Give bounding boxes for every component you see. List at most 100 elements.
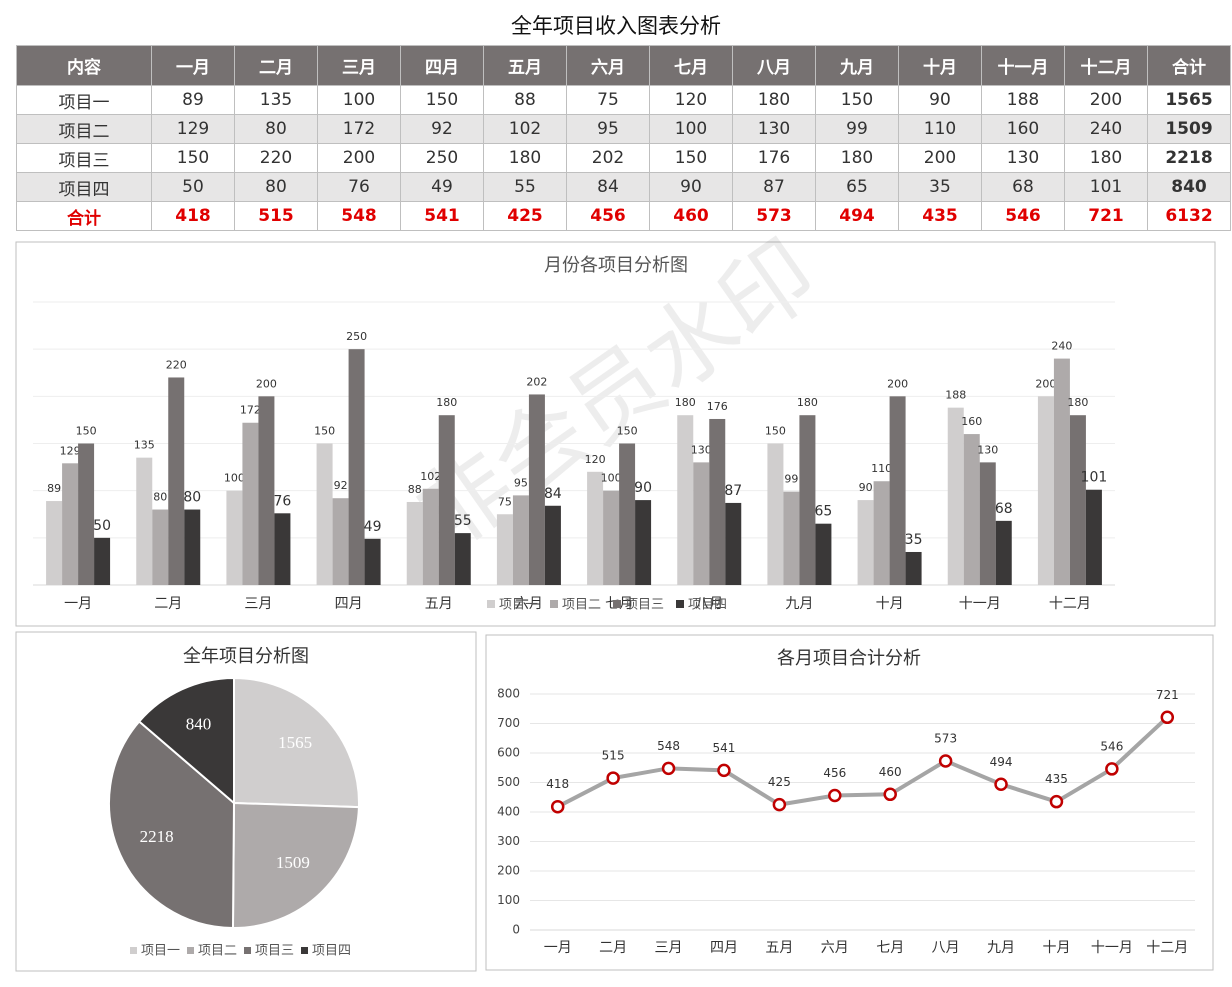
data-label: 68 [995,501,1013,517]
data-label: 418 [546,777,569,791]
table-cell: 250 [400,143,484,173]
data-label: 65 [815,504,833,520]
table-cell: 十二月 [1064,45,1148,86]
table-cell: 456 [566,201,650,231]
data-label: 188 [945,389,966,402]
table-row: 内容 一月 二月 三月 四月 五月 六月 七月 八月 九月 十月 十一月 十二月 合计 [16,45,1231,86]
data-label: 101 [1081,470,1108,486]
line [556,715,1169,809]
panel [485,634,1214,971]
y-tick-label: 500 [497,775,520,789]
bar [1037,396,1054,585]
table-cell: 三月 [317,45,401,86]
bar [438,415,455,585]
x-tick-label: 三月 [655,940,683,956]
table-cell: 88 [483,85,567,115]
table-cell: 188 [981,85,1065,115]
x-tick-label: 十二月 [1049,596,1091,612]
table-cell: 110 [898,114,982,144]
table-cell: 6132 [1147,201,1231,231]
table-cell: 项目一 [16,85,152,115]
table-cell: 90 [898,85,982,115]
legend-label: 项目一 [141,944,180,959]
table-cell: 76 [317,172,401,202]
data-label: 425 [768,775,791,789]
data-label: 50 [93,518,111,534]
y-tick-label: 0 [512,923,520,937]
table-cell: 840 [1147,172,1231,202]
table-row: 项目一 89 135 100 150 88 75 120 180 150 90 188 200 1565 [16,85,1231,115]
table-cell: 二月 [234,45,318,86]
x-tick-label: 一月 [544,940,572,956]
marker [550,799,565,814]
marker [1105,762,1119,776]
legend-swatch [550,600,558,608]
bar [78,443,95,585]
bar [1053,358,1070,585]
bar [348,349,365,585]
table-cell: 七月 [649,45,733,86]
data-label: 240 [1051,340,1072,353]
marker [994,777,1008,792]
legend-swatch [130,947,137,954]
data-label: 515 [602,749,625,763]
table-cell: 220 [234,143,318,173]
table-cell: 十月 [898,45,982,86]
bar [512,495,529,585]
table-cell: 75 [566,85,650,115]
bar [799,415,816,585]
data-label: 90 [859,481,873,494]
table-cell: 240 [1064,114,1148,144]
data-label: 100 [601,472,622,485]
table-cell: 172 [317,114,401,144]
x-tick-label: 九月 [987,940,1015,956]
bar [184,509,201,585]
bar [995,520,1012,585]
legend-swatch [676,600,684,608]
legend-swatch [301,947,308,954]
panel [15,241,1216,627]
table-cell: 418 [151,201,235,231]
table-cell: 101 [1064,172,1148,202]
table-cell: 50 [151,172,235,202]
marker [661,761,676,776]
legend-label: 项目二 [198,944,237,959]
pie-slice [137,676,235,806]
bar [406,501,423,585]
data-label: 150 [76,425,97,438]
table-cell: 合计 [1147,45,1231,86]
table-cell: 541 [400,201,484,231]
table-row: 项目三 150 220 200 250 180 202 150 176 180 200 130 180 2… [16,143,1231,173]
data-label: 55 [454,513,472,529]
x-tick-label: 八月 [695,596,723,612]
table-cell: 项目四 [16,172,152,202]
data-label: 1509 [276,853,310,872]
y-tick-label: 400 [497,805,520,819]
bar [889,396,906,585]
data-label: 202 [526,375,547,388]
data-label: 99 [784,473,798,486]
bar [783,491,800,585]
data-label: 89 [47,482,61,495]
bar [136,457,153,585]
data-label: 80 [183,490,201,506]
legend-swatch [187,947,194,954]
data-label: 456 [823,766,846,780]
y-tick-label: 600 [497,746,520,760]
chart-title: 全年项目分析图 [183,646,309,667]
data-label: 721 [1156,688,1179,702]
table-cell: 十一月 [981,45,1065,86]
table-cell: 89 [151,85,235,115]
legend-label: 项目三 [625,598,664,613]
data-label: 200 [887,377,908,390]
table-cell: 130 [981,143,1065,173]
data-label: 75 [498,495,512,508]
data-label: 220 [166,358,187,371]
bar [364,538,381,585]
data-label: 35 [905,532,923,548]
bar [94,537,111,585]
bar [603,490,620,585]
x-tick-label: 五月 [765,940,793,956]
data-label: 100 [224,472,245,485]
